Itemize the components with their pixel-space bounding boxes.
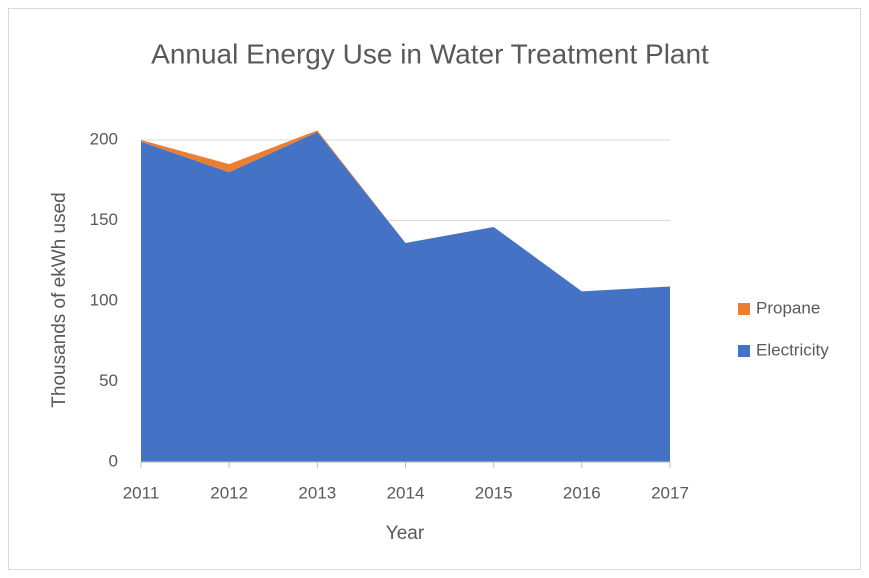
y-tick-label: 50 — [99, 371, 118, 390]
chart-title: Annual Energy Use in Water Treatment Pla… — [151, 38, 709, 69]
y-tick-label: 100 — [90, 290, 118, 309]
x-tick-label: 2012 — [210, 483, 248, 502]
y-tick-label: 150 — [90, 210, 118, 229]
y-tick-label: 0 — [109, 451, 118, 470]
area — [141, 131, 670, 462]
x-tick-label: 2014 — [387, 483, 425, 502]
x-tick-label: 2015 — [475, 483, 513, 502]
legend-swatch — [738, 303, 750, 315]
x-axis-label: Year — [386, 523, 425, 544]
x-tick-label: 2011 — [123, 483, 160, 502]
legend-swatch — [738, 345, 750, 357]
x-tick-label: 2017 — [651, 483, 689, 502]
y-axis-label: Thousands of ekWh used — [49, 192, 70, 407]
legend-label: Propane — [756, 298, 820, 317]
x-tick-label: 2013 — [298, 483, 336, 502]
legend-label: Electricity — [756, 340, 829, 359]
x-tick-label: 2016 — [563, 483, 601, 502]
y-tick-label: 200 — [90, 129, 118, 148]
